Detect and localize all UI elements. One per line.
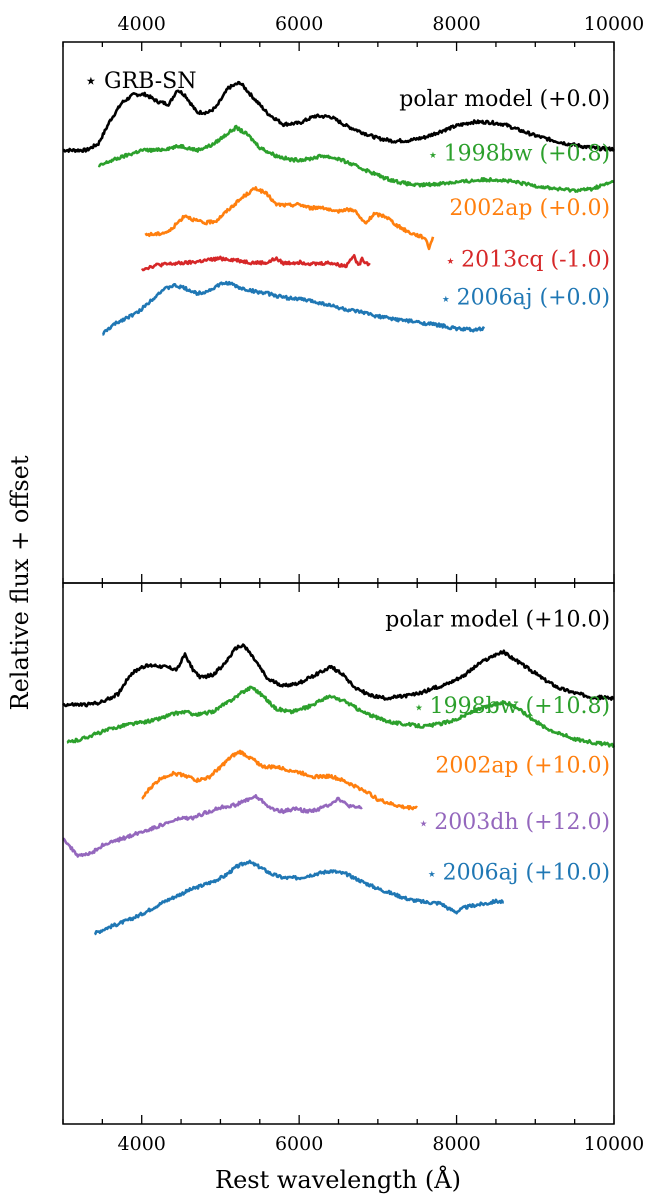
y-axis-label: Relative flux + offset (6, 455, 34, 710)
series-name: 1998bw (+0.8) (444, 142, 610, 167)
top-x-tick-label: 10000 (584, 13, 644, 35)
series-name: 2002ap (+0.0) (449, 196, 610, 221)
spectrum-line-0-3 (140, 254, 371, 272)
spectrum-line-0-0 (62, 80, 616, 153)
axis-ticks: 4000 6000 8000 10000 4000 6000 8000 10000 (62, 13, 644, 1155)
grb-star-icon: ⋆ (418, 814, 434, 834)
grb-star-icon: ⋆ (427, 865, 443, 885)
series-label-0-0: polar model (+0.0) (399, 87, 610, 112)
series-name: 2003dh (+12.0) (434, 810, 610, 835)
bottom-x-tick-label: 4000 (118, 1133, 166, 1155)
grb-sn-legend: ⋆ GRB-SN (84, 69, 196, 94)
top-x-tick-label: 8000 (432, 13, 480, 35)
top-panel: polar model (+0.0) ⋆ 1998bw (+0.8) 2002ap … (62, 80, 616, 336)
bottom-x-tick-label: 10000 (584, 1133, 644, 1155)
grb-star-icon: ⋆ (414, 698, 430, 718)
series-name: 1998bw (+10.8) (430, 694, 610, 719)
series-label-1-1: ⋆ 1998bw (+10.8) (414, 694, 611, 719)
spectrum-line-0-4 (102, 280, 486, 336)
spectrum-line-1-4 (93, 859, 505, 936)
spectrum-line-1-1 (66, 685, 616, 748)
spectrum-line-1-3 (62, 794, 363, 858)
series-name: 2006aj (+10.0) (443, 861, 611, 886)
bottom-x-tick-label: 6000 (275, 1133, 323, 1155)
spectrum-line-1-0 (62, 643, 615, 708)
series-label-0-1: ⋆ 1998bw (+0.8) (428, 142, 611, 167)
legend-note-text: GRB-SN (104, 69, 196, 94)
series-label-0-4: ⋆ 2006aj (+0.0) (441, 285, 611, 310)
series-label-0-2: 2002ap (+0.0) (449, 196, 610, 221)
series-name: polar model (+10.0) (385, 607, 610, 632)
series-name: 2013cq (-1.0) (461, 248, 610, 273)
series-name: polar model (+0.0) (399, 87, 610, 112)
grb-star-icon: ⋆ (445, 252, 461, 272)
spectrum-line-1-2 (141, 749, 418, 811)
grb-star-icon: ⋆ (428, 146, 444, 166)
bottom-panel: polar model (+10.0) ⋆ 1998bw (+10.8) 2002a… (62, 607, 616, 936)
series-label-1-2: 2002ap (+10.0) (435, 753, 610, 778)
series-label-0-3: ⋆ 2013cq (-1.0) (445, 248, 610, 273)
x-axis-label: Rest wavelength (Å) (215, 1165, 461, 1194)
bottom-x-tick-label: 8000 (432, 1133, 480, 1155)
legend-star-icon: ⋆ (84, 69, 98, 94)
spectrum-line-0-1 (97, 124, 615, 193)
top-x-tick-label: 6000 (275, 13, 323, 35)
grb-star-icon: ⋆ (441, 289, 457, 309)
series-label-1-3: ⋆ 2003dh (+12.0) (418, 810, 610, 835)
series-name: 2002ap (+10.0) (435, 753, 610, 778)
series-name: 2006aj (+0.0) (457, 285, 611, 310)
top-x-tick-label: 4000 (118, 13, 166, 35)
spectrum-line-0-2 (144, 186, 435, 251)
series-label-1-4: ⋆ 2006aj (+10.0) (427, 861, 611, 886)
series-label-1-0: polar model (+10.0) (385, 607, 610, 632)
